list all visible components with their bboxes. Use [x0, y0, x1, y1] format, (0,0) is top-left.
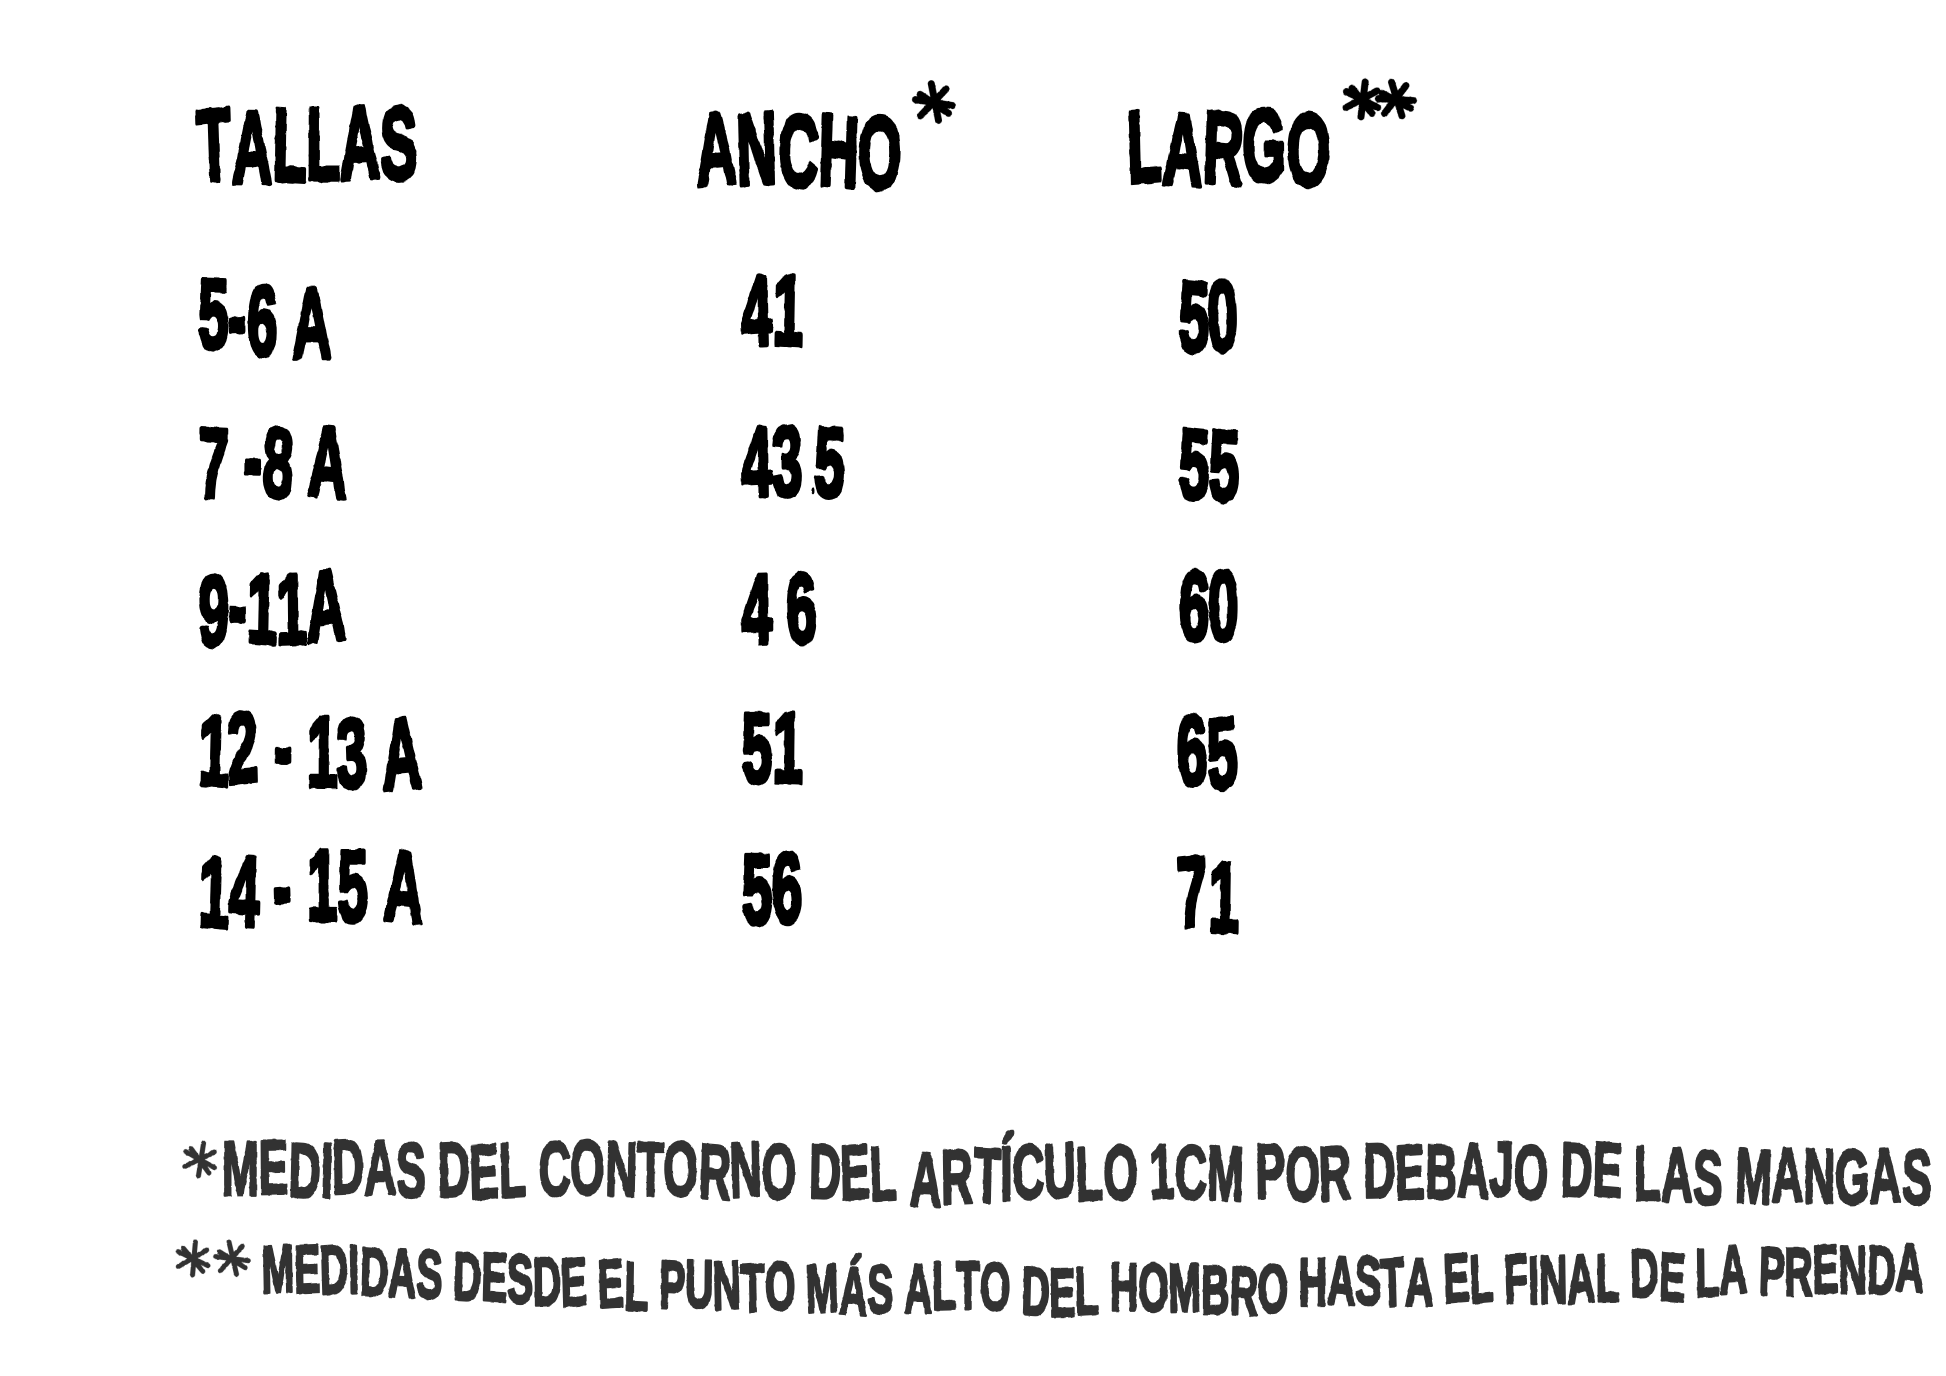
svg-text:65: 65: [1175, 694, 1240, 812]
svg-text:4 6: 4 6: [741, 552, 819, 667]
svg-text:LARGO: LARGO: [1126, 90, 1332, 211]
svg-text:60: 60: [1177, 549, 1239, 664]
svg-text:14 - 15 A: 14 - 15 A: [197, 828, 425, 950]
svg-text:56: 56: [742, 832, 803, 946]
svg-text:5-6 A: 5-6 A: [198, 259, 332, 380]
svg-text:55: 55: [1177, 408, 1240, 523]
svg-text:MEDIDAS DEL CONTORNO DEL ARTÍC: MEDIDAS DEL CONTORNO DEL ARTÍCULO 1CM PO…: [222, 1124, 1933, 1224]
svg-text:TALLAS: TALLAS: [195, 86, 418, 205]
svg-text:12 - 13 A: 12 - 13 A: [197, 691, 423, 813]
svg-text:ANCHO: ANCHO: [694, 91, 902, 211]
svg-text:7 -8 A: 7 -8 A: [198, 404, 350, 522]
svg-text:43 5: 43 5: [741, 406, 847, 521]
svg-text:9-11A: 9-11A: [198, 549, 348, 669]
